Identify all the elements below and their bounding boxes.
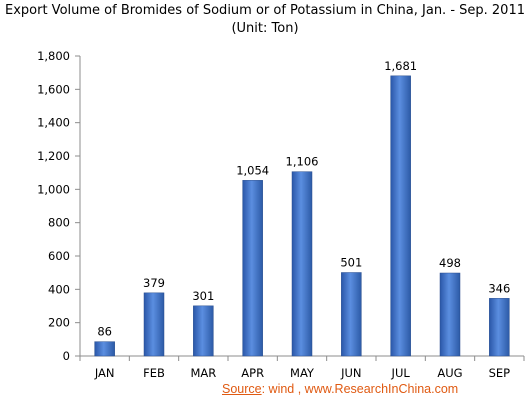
bar-value-label: 301: [192, 289, 214, 303]
y-tick-label: 800: [48, 216, 70, 230]
bar-jul: [390, 75, 411, 357]
x-tick-label: FEB: [143, 366, 165, 380]
y-tick-label: 1,800: [37, 49, 70, 63]
y-tick-label: 200: [48, 316, 70, 330]
y-tick-label: 1,200: [37, 149, 70, 163]
chart-subtitle: (Unit: Ton): [231, 21, 299, 36]
y-tick-label: 600: [48, 249, 70, 263]
bar-mar: [193, 305, 214, 357]
x-tick-label: SEP: [489, 366, 511, 380]
bar-value-label: 1,106: [286, 155, 319, 169]
bar-value-label: 379: [143, 276, 165, 290]
x-tick-label: MAR: [190, 366, 216, 380]
y-tick-label: 400: [48, 282, 70, 296]
x-tick-label: JUN: [340, 366, 361, 380]
bar-jan: [94, 341, 115, 357]
bar-feb: [143, 292, 165, 357]
x-tick-label: MAY: [290, 366, 315, 380]
bar-value-label: 1,681: [384, 59, 417, 73]
y-tick-label: 1,600: [37, 82, 70, 96]
bar-value-label: 498: [439, 256, 461, 270]
bar-sep: [489, 298, 510, 357]
bar-apr: [242, 180, 263, 357]
bar-value-label: 86: [97, 325, 112, 339]
source-label: Source: [222, 382, 262, 396]
bar-may: [291, 171, 313, 357]
bar-value-label: 1,054: [236, 163, 269, 177]
y-tick-label: 1,400: [37, 116, 70, 130]
bar-aug: [439, 272, 461, 357]
bar-value-label: 501: [340, 256, 362, 270]
bar-jun: [341, 272, 362, 357]
x-tick-label: AUG: [437, 366, 462, 380]
x-tick-label: JUL: [391, 366, 411, 380]
y-tick-label: 1,000: [37, 182, 70, 196]
x-tick-label: JAN: [94, 366, 115, 380]
source-text: : wind , www.ResearchInChina.com: [261, 382, 459, 396]
bar-value-label: 346: [488, 281, 510, 295]
chart-title: Export Volume of Bromides of Sodium or o…: [5, 3, 525, 18]
x-tick-label: APR: [241, 366, 264, 380]
source-note: Source: wind , www.ResearchInChina.com: [222, 382, 458, 396]
y-tick-label: 0: [63, 349, 70, 363]
